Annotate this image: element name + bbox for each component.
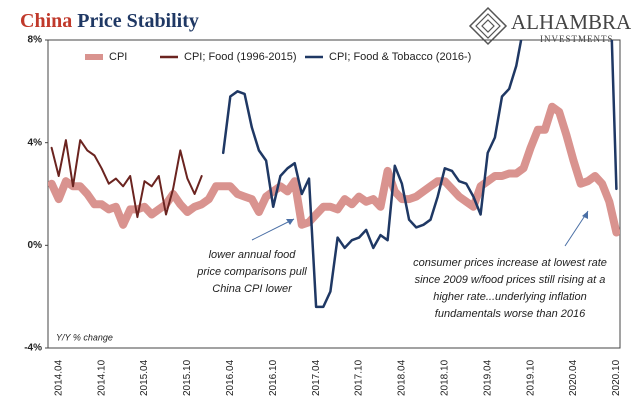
- series-line: [48, 102, 620, 237]
- x-tick-label: 2016.04: [225, 359, 236, 396]
- chart-title: China Price Stability: [20, 10, 199, 32]
- title-highlight: China: [20, 10, 72, 32]
- x-tick-label: 2014.10: [96, 359, 107, 396]
- annotation-arrowhead: [582, 211, 588, 219]
- y-tick-label: 0%: [28, 240, 43, 251]
- logo-shape: [468, 6, 508, 46]
- x-tick-label: 2015.10: [182, 359, 193, 396]
- annotation: higher rate...underlying inflation: [433, 291, 586, 303]
- logo-name: ALHAMBRA: [511, 10, 632, 34]
- y-tick-label: 4%: [28, 137, 43, 148]
- logo-shape: [475, 13, 501, 39]
- annotation: price comparisons pull: [196, 266, 307, 278]
- x-tick-label: 2019.04: [482, 359, 493, 396]
- plot-area: [48, 40, 620, 309]
- x-tick-label: 2020.10: [611, 359, 622, 396]
- title-rest: Price Stability: [77, 10, 199, 32]
- x-tick-label: 2018.04: [397, 359, 408, 396]
- legend-label: CPI: [109, 51, 127, 63]
- x-tick-label: 2015.04: [139, 359, 150, 396]
- y-tick-label: -4%: [24, 343, 42, 354]
- annotation-arrowhead: [286, 219, 294, 225]
- x-tick-label: 2017.04: [311, 359, 322, 396]
- annotation: lower annual food: [209, 249, 297, 261]
- series-line: [221, 40, 618, 309]
- logo: ALHAMBRA INVESTMENTS: [468, 6, 632, 46]
- x-tick-label: 2016.10: [268, 359, 279, 396]
- annotation-arrow: [251, 218, 295, 241]
- y-tick-label: 8%: [28, 35, 43, 46]
- x-tick-label: 2017.10: [354, 359, 365, 396]
- annotation: since 2009 w/food prices still rising at…: [415, 274, 606, 286]
- legend-label: CPI; Food & Tobacco (2016-): [329, 51, 471, 63]
- plot-frame: [47, 39, 621, 349]
- annotation: China CPI lower: [212, 283, 293, 295]
- y-axis-label: Y/Y % change: [56, 332, 113, 342]
- annotation: fundamentals worse than 2016: [435, 308, 586, 320]
- logo-tagline: INVESTMENTS: [540, 34, 614, 44]
- annotation: consumer prices increase at lowest rate: [413, 257, 607, 269]
- x-tick-label: 2014.04: [53, 359, 64, 396]
- legend-label: CPI; Food (1996-2015): [184, 51, 297, 63]
- x-tick-label: 2019.10: [525, 359, 536, 396]
- x-tick-label: 2018.10: [439, 359, 450, 396]
- series-line: [50, 139, 203, 219]
- x-tick-label: 2020.04: [568, 359, 579, 396]
